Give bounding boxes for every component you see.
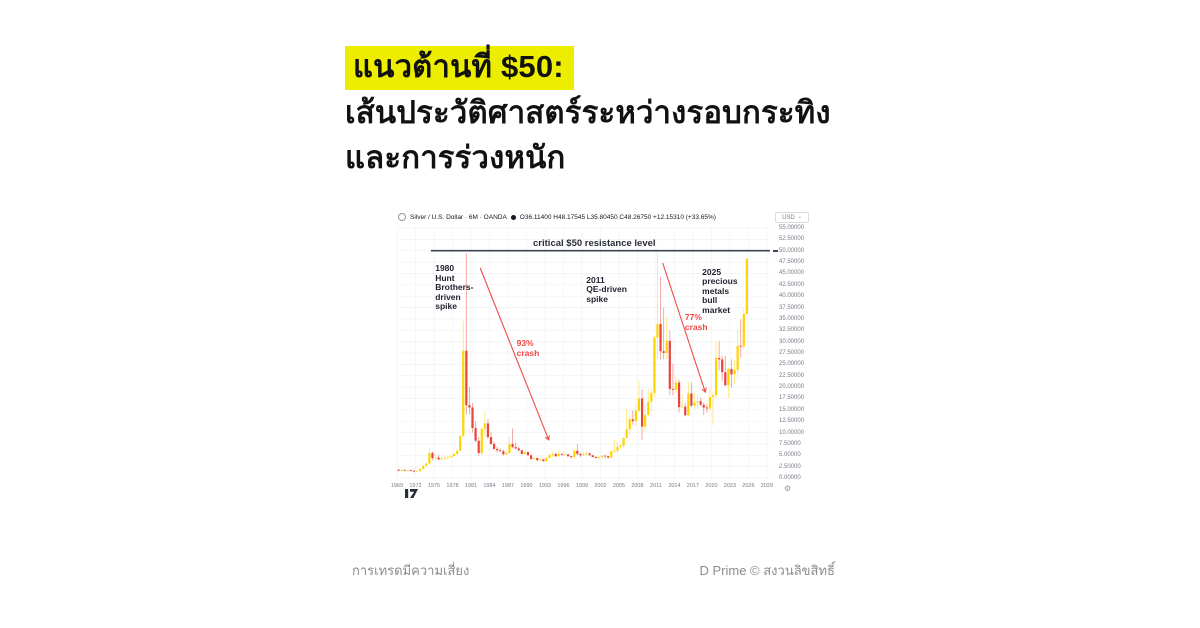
time-tick: 1975: [427, 483, 441, 489]
price-tick: 20.00000: [779, 384, 805, 391]
time-tick: 1996: [557, 483, 570, 489]
headline-highlight: แนวต้านที่ $50:: [345, 46, 574, 90]
price-tick: 55.00000: [779, 225, 805, 231]
chart-header: Silver / U.S. Dollar · 6M · OANDA O36.11…: [398, 213, 716, 221]
time-tick: 2023: [723, 483, 737, 489]
currency-selector[interactable]: USD ⌄: [775, 212, 809, 223]
price-tick: 37.50000: [779, 304, 805, 311]
chart-annotation: 77% crash: [684, 312, 708, 332]
candlestick-chart: [396, 227, 770, 479]
plot-area: critical $50 resistance level 1980 Hunt …: [396, 227, 770, 498]
price-tick: 0.00000: [779, 475, 801, 481]
time-tick: 1993: [538, 483, 552, 489]
time-tick: 2014: [668, 483, 681, 489]
price-tick: 12.50000: [779, 418, 805, 425]
time-tick: 1990: [520, 483, 533, 489]
price-tick: 30.00000: [779, 338, 805, 345]
price-tick: 22.50000: [779, 372, 805, 379]
currency-label: USD: [782, 214, 795, 221]
headline-line-1: แนวต้านที่ $50:: [345, 44, 831, 90]
price-tick: 2.50000: [779, 463, 801, 470]
resistance-axis-tick: [773, 249, 778, 252]
time-tick: 2026: [742, 483, 755, 489]
time-tick: 2008: [631, 483, 644, 489]
time-tick: 2011: [650, 483, 662, 489]
settings-gear-icon[interactable]: ⚙: [784, 484, 792, 493]
price-tick: 40.00000: [779, 293, 805, 300]
price-tick: 42.50000: [779, 281, 805, 288]
price-tick: 52.50000: [779, 236, 805, 243]
price-tick: 17.50000: [779, 395, 805, 402]
time-tick: 1981: [464, 483, 478, 489]
price-tick: 50.00000: [779, 247, 805, 254]
price-tick: 10.00000: [779, 429, 805, 436]
time-tick: 2020: [705, 483, 718, 489]
chevron-down-icon: ⌄: [797, 214, 802, 220]
time-tick: 1969: [390, 483, 404, 489]
price-tick: 32.50000: [779, 327, 805, 334]
chart-annotation: 2025 precious metals bull market: [702, 266, 738, 315]
chart-widget: Silver / U.S. Dollar · 6M · OANDA O36.11…: [390, 204, 826, 506]
footer-disclaimer: การเทรดมีความเสี่ยง: [352, 563, 470, 578]
price-tick: 15.00000: [779, 406, 805, 413]
time-tick: 1999: [575, 483, 589, 489]
headline-block: แนวต้านที่ $50: เส้นประวัติศาสตร์ระหว่าง…: [345, 44, 831, 180]
price-tick: 5.00000: [779, 452, 801, 459]
headline-line-2: เส้นประวัติศาสตร์ระหว่างรอบกระทิง: [345, 95, 831, 130]
ohlc-readout: O36.11400 H48.17545 L35.80450 C48.26750 …: [519, 213, 716, 221]
chart-annotation: 93% crash: [516, 338, 540, 358]
time-tick: 1978: [446, 483, 459, 489]
price-tick: 45.00000: [779, 270, 805, 277]
resistance-label: critical $50 resistance level: [533, 237, 656, 249]
time-axis: 1969 1972 1975 1978 1981 1984 1987 1990 1993 1996…: [391, 483, 774, 493]
time-tick: 2005: [612, 483, 626, 489]
chart-annotation: 1980 Hunt Brothers- driven spike: [435, 263, 474, 312]
footer: การเทรดมีความเสี่ยง D Prime © สงวนลิขสิท…: [352, 560, 835, 581]
exchange-logo-icon: [510, 214, 516, 220]
symbol-title: Silver / U.S. Dollar · 6M · OANDA: [410, 213, 507, 221]
price-axis: 55.00000 52.50000 50.00000 47.50000 45.00000…: [773, 225, 825, 481]
time-tick: 1972: [409, 483, 422, 489]
price-tick: 35.00000: [779, 315, 805, 322]
chart-annotation: 2011 QE-driven spike: [586, 274, 627, 304]
price-tick: 47.50000: [779, 259, 805, 266]
price-tick: 25.00000: [779, 361, 805, 368]
price-tick: 27.50000: [779, 350, 805, 356]
time-tick: 2029: [760, 483, 774, 489]
time-tick: 2002: [594, 483, 607, 489]
time-tick: 1984: [483, 483, 496, 489]
footer-credit: D Prime © สงวนลิขสิทธิ์: [699, 563, 835, 578]
price-tick: 7.50000: [779, 440, 801, 447]
time-tick: 1987: [501, 483, 515, 489]
headline-line-3: และการร่วงหนัก: [345, 140, 566, 175]
time-tick: 2017: [686, 483, 700, 489]
instrument-icon: [398, 213, 406, 221]
